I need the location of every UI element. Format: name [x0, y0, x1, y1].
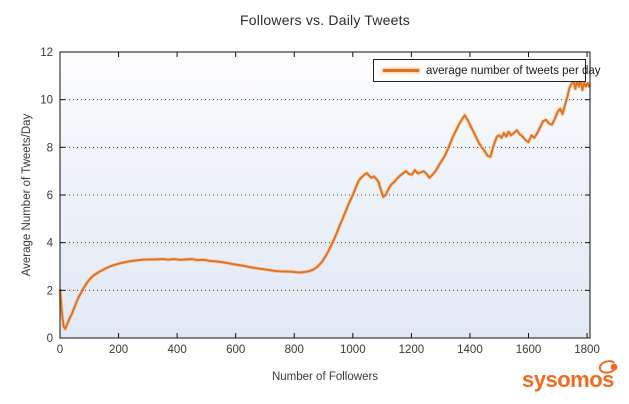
x-tick-label-1200: 1200: [399, 344, 425, 356]
y-tick-label-2: 2: [47, 285, 53, 297]
y-tick-label-4: 4: [47, 238, 54, 250]
x-tick-label-800: 800: [285, 344, 304, 356]
y-axis-title: Average Number of Tweets/Day: [21, 113, 33, 277]
y-tick-label-12: 12: [40, 47, 53, 59]
x-tick-label-1600: 1600: [516, 344, 542, 356]
x-tick-label-400: 400: [168, 344, 187, 356]
y-tick-label-8: 8: [47, 142, 53, 154]
data-line: [59, 78, 591, 330]
legend-label: average number of tweets per day: [426, 64, 601, 77]
x-tick-label-200: 200: [109, 344, 128, 356]
x-tick-label-600: 600: [226, 344, 245, 356]
legend-line-swatch: [383, 69, 419, 72]
x-tick-label-0: 0: [57, 344, 63, 356]
x-tick-label-1400: 1400: [457, 344, 483, 356]
sysomos-orbit-icon: [598, 360, 618, 374]
x-axis-title: Number of Followers: [271, 371, 379, 383]
x-tick-label-1000: 1000: [340, 344, 366, 356]
legend: average number of tweets per day: [373, 59, 601, 82]
y-tick-label-0: 0: [47, 333, 53, 345]
y-tick-label-6: 6: [47, 190, 53, 202]
x-tick-label-1800: 1800: [574, 344, 600, 356]
y-tick-label-10: 10: [40, 95, 53, 107]
chart-title: Followers vs. Daily Tweets: [240, 12, 410, 28]
sysomos-logo: sysomos: [522, 356, 626, 396]
sysomos-wordmark: sysomos: [522, 367, 614, 392]
